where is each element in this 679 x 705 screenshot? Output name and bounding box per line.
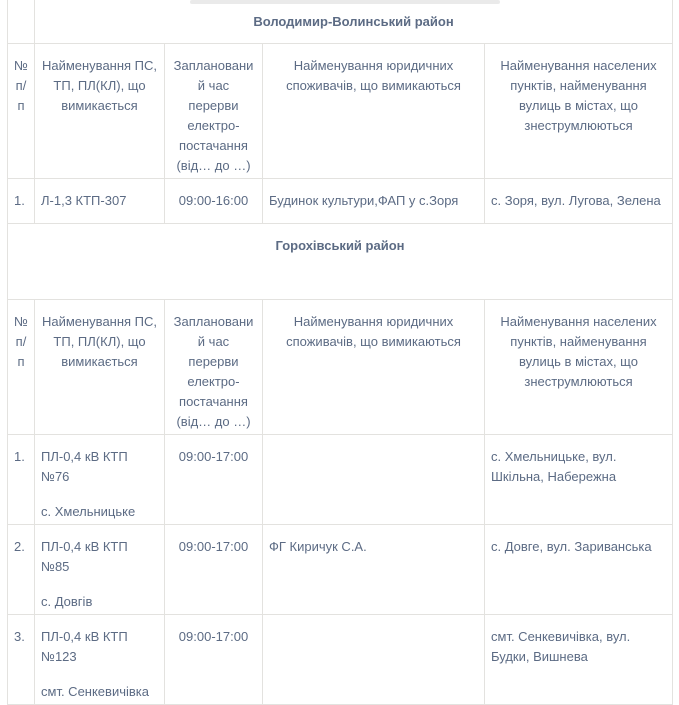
consumers-cell (262, 433, 485, 525)
header-consumers: Найменування юридичних споживачів, що ви… (262, 298, 485, 435)
equipment-cell: ПЛ-0,4 кВ КТП №123 смт. Сенкевичівка (34, 613, 165, 705)
consumers-cell: Будинок культури,ФАП у с.Зоря (262, 177, 485, 224)
equipment-cell: ПЛ-0,4 кВ КТП №76 с. Хмельницьке (34, 433, 165, 525)
locations-cell: с. Зоря, вул. Лугова, Зелена (484, 177, 673, 224)
table-row: 3. ПЛ-0,4 кВ КТП №123 смт. Сенкевичівка … (7, 613, 673, 705)
equipment-line: Л-1,3 КТП-307 (41, 192, 127, 208)
header-time: Запланований час перерви електро-постача… (164, 42, 263, 179)
equipment-cell: Л-1,3 КТП-307 (34, 177, 165, 224)
time-cell: 09:00-17:00 (164, 613, 263, 705)
consumers-cell: ФГ Киричук С.А. (262, 523, 485, 615)
row-number: 1. (7, 177, 35, 224)
table-header-row: №п/п Найменування ПС, ТП, ПЛ(КЛ), що вим… (7, 298, 673, 435)
equipment-line: ПЛ-0,4 кВ КТП №123 (41, 628, 128, 664)
outage-schedule-table: Володимир-Волинський район №п/п Найменув… (7, 0, 673, 705)
cropped-element-artifact (190, 0, 500, 4)
table-row: 1. ПЛ-0,4 кВ КТП №76 с. Хмельницьке 09:0… (7, 433, 673, 525)
equipment-line: смт. Сенкевичівка (41, 683, 149, 699)
equipment-line: с. Хмельницьке (41, 503, 136, 519)
district-title: Горохівський район (7, 222, 673, 300)
row-number: 2. (7, 523, 35, 615)
header-locations: Найменування населених пунктів, найменув… (484, 298, 673, 435)
locations-cell: с. Хмельницьке, вул. Шкільна, Набережна (484, 433, 673, 525)
time-cell: 09:00-16:00 (164, 177, 263, 224)
time-cell: 09:00-17:00 (164, 433, 263, 525)
header-equipment: Найменування ПС, ТП, ПЛ(КЛ), що вимикаєт… (34, 298, 165, 435)
locations-cell: с. Довге, вул. Зариванська (484, 523, 673, 615)
row-number: 1. (7, 433, 35, 525)
header-equipment: Найменування ПС, ТП, ПЛ(КЛ), що вимикаєт… (34, 42, 165, 179)
section-title-row: Володимир-Волинський район (7, 0, 673, 44)
district-title: Володимир-Волинський район (34, 0, 673, 44)
equipment-cell: ПЛ-0,4 кВ КТП №85 с. Довгів (34, 523, 165, 615)
header-number: №п/п (7, 298, 35, 435)
header-number: №п/п (7, 42, 35, 179)
consumers-cell (262, 613, 485, 705)
header-time: Запланований час перерви електро-постача… (164, 298, 263, 435)
locations-cell: смт. Сенкевичівка, вул. Будки, Вишнева (484, 613, 673, 705)
table-row: 2. ПЛ-0,4 кВ КТП №85 с. Довгів 09:00-17:… (7, 523, 673, 615)
header-consumers: Найменування юридичних споживачів, що ви… (262, 42, 485, 179)
equipment-line: ПЛ-0,4 кВ КТП №76 (41, 448, 128, 484)
equipment-line: с. Довгів (41, 593, 93, 609)
section-title-row: Горохівський район (7, 222, 673, 300)
empty-cell (7, 0, 35, 44)
table-row: 1. Л-1,3 КТП-307 09:00-16:00 Будинок кул… (7, 177, 673, 224)
equipment-line: ПЛ-0,4 кВ КТП №85 (41, 538, 128, 574)
header-locations: Найменування населених пунктів, найменув… (484, 42, 673, 179)
row-number: 3. (7, 613, 35, 705)
table-header-row: №п/п Найменування ПС, ТП, ПЛ(КЛ), що вим… (7, 42, 673, 179)
time-cell: 09:00-17:00 (164, 523, 263, 615)
